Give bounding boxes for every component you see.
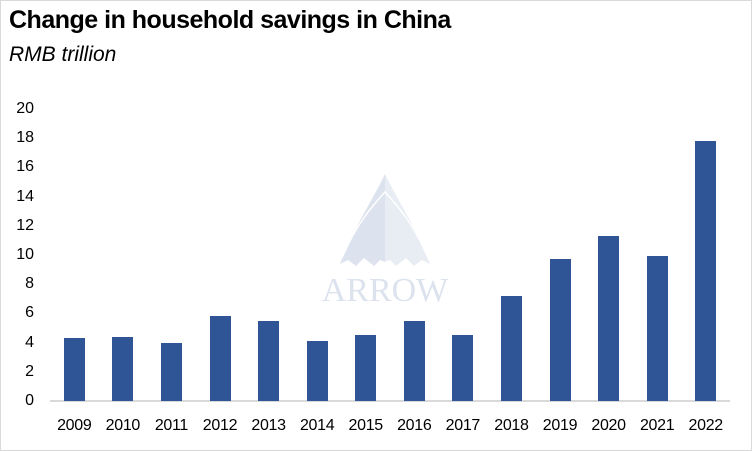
x-tick-label: 2018	[494, 417, 529, 434]
arrow-sail-logo-icon: ARROW	[322, 174, 449, 309]
y-tick-label: 8	[25, 275, 34, 293]
chart-subtitle: RMB trillion	[9, 43, 117, 66]
x-tick-label: 2015	[348, 417, 384, 434]
x-tick-label: 2022	[688, 417, 724, 434]
y-tick-label: 4	[25, 333, 34, 351]
bar-2015	[355, 335, 377, 401]
y-tick-label: 0	[25, 392, 34, 409]
x-tick-label: 2011	[154, 417, 189, 434]
x-tick-label: 2021	[639, 417, 675, 434]
x-tick-label: 2016	[397, 417, 432, 434]
x-tick-label: 2009	[57, 417, 92, 434]
x-tick-label: 2013	[251, 417, 286, 434]
x-axis-line	[50, 400, 730, 402]
x-tick-label: 2017	[445, 417, 481, 434]
y-tick-label: 12	[16, 216, 34, 234]
x-tick-label: 2014	[299, 417, 335, 434]
bar-2012	[209, 316, 231, 401]
bar-2020	[598, 236, 620, 401]
x-tick-label: 2019	[542, 417, 578, 434]
bar-2021	[646, 256, 668, 401]
bar-2017	[452, 335, 474, 401]
x-tick-label: 2012	[202, 417, 238, 434]
bar-2013	[258, 320, 280, 401]
bar-2018	[500, 295, 522, 401]
svg-text:ARROW: ARROW	[322, 272, 449, 309]
chart-title: Change in household savings in China	[9, 6, 451, 34]
bar-2009	[63, 338, 85, 401]
bar-2014	[306, 341, 328, 401]
bar-2010	[112, 337, 134, 401]
y-tick-label: 20	[16, 100, 34, 117]
x-tick-label: 2010	[105, 417, 141, 434]
bar-2022	[695, 141, 717, 401]
y-tick-label: 16	[16, 158, 34, 176]
bar-2016	[403, 320, 425, 401]
bar-2011	[160, 342, 182, 401]
y-tick-label: 14	[16, 187, 34, 205]
y-tick-label: 2	[25, 362, 34, 380]
x-tick-label: 2020	[591, 417, 626, 434]
y-tick-label: 10	[16, 246, 34, 263]
y-tick-label: 18	[16, 129, 34, 147]
y-tick-label: 6	[25, 304, 34, 322]
bar-2019	[549, 259, 571, 401]
